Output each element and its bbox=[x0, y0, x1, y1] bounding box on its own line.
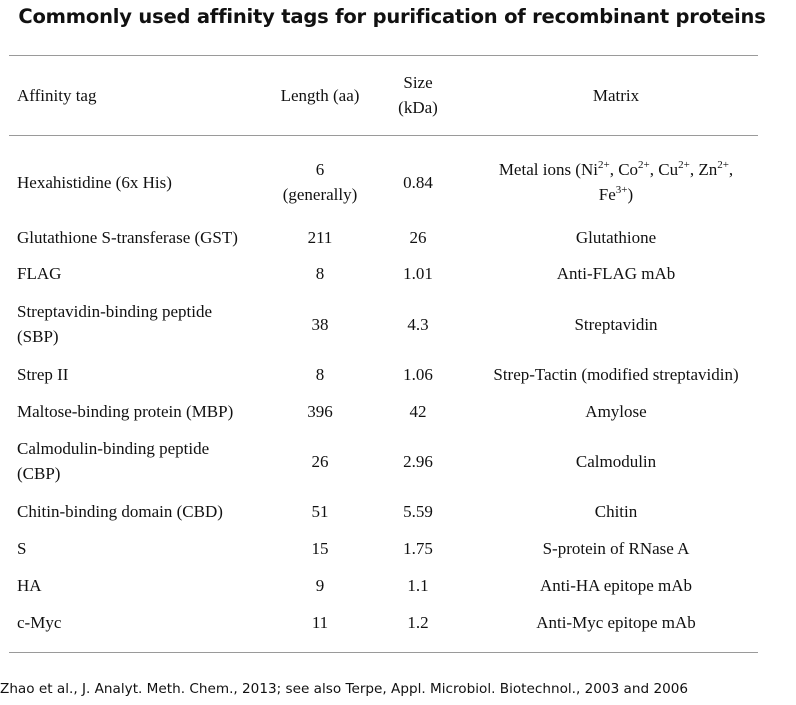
cell-size: 4.3 bbox=[407, 314, 429, 334]
cell-affinity-tag: Maltose-binding protein (MBP) bbox=[17, 402, 234, 421]
cell-matrix: Anti-FLAG mAb bbox=[556, 264, 676, 283]
matrix-superscript: 3+ bbox=[615, 184, 628, 196]
cell-affinity-tag-line1: Calmodulin-binding peptide bbox=[17, 439, 210, 458]
matrix-text: , Zn bbox=[689, 160, 718, 179]
cell-size: 1.75 bbox=[403, 539, 433, 558]
cell-affinity-tag-line2: (CBP) bbox=[17, 464, 61, 483]
cell-matrix: Streptavidin bbox=[574, 314, 658, 334]
column-header-size: Size (kDa) bbox=[378, 70, 458, 120]
cell-size: 26 bbox=[409, 228, 427, 247]
page-title: Commonly used affinity tags for purifica… bbox=[18, 5, 766, 28]
citation-footer: Zhao et al., J. Analyt. Meth. Chem., 201… bbox=[0, 681, 689, 697]
table-row: Chitin-binding domain (CBD) 51 5.59 Chit… bbox=[0, 499, 796, 524]
column-header-affinity-tag: Affinity tag bbox=[17, 86, 97, 105]
cell-length: 6 (generally) bbox=[265, 154, 375, 210]
table-row: Glutathione S-transferase (GST) 211 26 G… bbox=[0, 225, 796, 250]
matrix-text: Metal ions (Ni bbox=[498, 160, 598, 179]
cell-matrix: Anti-Myc epitope mAb bbox=[536, 613, 696, 632]
matrix-text: Fe bbox=[598, 185, 616, 204]
cell-length: 26 bbox=[311, 451, 329, 471]
cell-size: 1.06 bbox=[403, 365, 433, 384]
cell-matrix: Anti-HA epitope mAb bbox=[539, 576, 693, 595]
cell-matrix: Strep-Tactin (modified streptavidin) bbox=[493, 365, 739, 384]
table-row: c-Myc 11 1.2 Anti-Myc epitope mAb bbox=[0, 610, 796, 635]
cell-size: 1.2 bbox=[407, 613, 429, 632]
cell-matrix-line2: Fe3+) bbox=[499, 182, 733, 207]
cell-matrix-line1: Metal ions (Ni2+, Co2+, Cu2+, Zn2+, bbox=[499, 157, 733, 182]
column-header-length: Length (aa) bbox=[280, 86, 360, 105]
cell-matrix: Glutathione bbox=[575, 228, 657, 247]
table-row: Strep II 8 1.06 Strep-Tactin (modified s… bbox=[0, 362, 796, 387]
table-row: FLAG 8 1.01 Anti-FLAG mAb bbox=[0, 261, 796, 286]
cell-length-note: (generally) bbox=[282, 185, 358, 204]
cell-matrix: Chitin bbox=[594, 502, 638, 521]
matrix-text: ) bbox=[627, 185, 634, 204]
table-row: Maltose-binding protein (MBP) 396 42 Amy… bbox=[0, 399, 796, 424]
matrix-superscript: 2+ bbox=[597, 159, 610, 171]
cell-affinity-tag: Calmodulin-binding peptide (CBP) bbox=[17, 436, 267, 486]
cell-matrix: S-protein of RNase A bbox=[542, 539, 690, 558]
cell-size: 5.59 bbox=[403, 502, 433, 521]
cell-size: 2.96 bbox=[403, 451, 433, 471]
header-rule bbox=[9, 135, 758, 136]
cell-length: 38 bbox=[311, 314, 329, 334]
cell-length: 396 bbox=[307, 402, 333, 421]
cell-affinity-tag: HA bbox=[17, 576, 42, 595]
cell-length: 9 bbox=[315, 576, 325, 595]
cell-affinity-tag: S bbox=[17, 539, 27, 558]
table-row: Streptavidin-binding peptide (SBP) 38 4.… bbox=[0, 299, 796, 349]
cell-matrix: Metal ions (Ni2+, Co2+, Cu2+, Zn2+, Fe3+… bbox=[470, 154, 762, 210]
table-row: S 15 1.75 S-protein of RNase A bbox=[0, 536, 796, 561]
cell-length: 8 bbox=[315, 264, 325, 283]
cell-matrix: Calmodulin bbox=[575, 451, 657, 471]
cell-length: 8 bbox=[315, 365, 325, 384]
cell-length: 51 bbox=[311, 502, 329, 521]
cell-affinity-tag: c-Myc bbox=[17, 613, 62, 632]
matrix-text: , Cu bbox=[649, 160, 679, 179]
cell-size: 1.01 bbox=[403, 264, 433, 283]
matrix-superscript: 2+ bbox=[678, 159, 690, 171]
matrix-text: , bbox=[728, 160, 734, 179]
cell-length-value: 6 bbox=[315, 160, 325, 179]
cell-affinity-tag: FLAG bbox=[17, 264, 62, 283]
matrix-superscript: 2+ bbox=[638, 159, 650, 171]
column-header-size-line2: (kDa) bbox=[398, 98, 438, 117]
cell-affinity-tag-line2: (SBP) bbox=[17, 327, 59, 346]
cell-matrix: Amylose bbox=[585, 402, 647, 421]
cell-affinity-tag: Chitin-binding domain (CBD) bbox=[17, 502, 223, 521]
cell-length: 11 bbox=[311, 613, 329, 632]
cell-affinity-tag: Streptavidin-binding peptide (SBP) bbox=[17, 299, 267, 349]
cell-size: 0.84 bbox=[403, 172, 433, 192]
table-bottom-rule bbox=[9, 652, 758, 653]
column-header-matrix: Matrix bbox=[592, 86, 640, 105]
table-top-rule bbox=[9, 55, 758, 56]
cell-affinity-tag: Strep II bbox=[17, 365, 69, 384]
cell-size: 42 bbox=[409, 402, 427, 421]
cell-length: 15 bbox=[311, 539, 329, 558]
cell-affinity-tag-line1: Streptavidin-binding peptide bbox=[17, 302, 212, 321]
matrix-superscript: 2+ bbox=[717, 159, 729, 171]
cell-affinity-tag: Hexahistidine (6x His) bbox=[17, 172, 172, 192]
matrix-text: , Co bbox=[609, 160, 639, 179]
table-row: HA 9 1.1 Anti-HA epitope mAb bbox=[0, 573, 796, 598]
cell-length: 211 bbox=[307, 228, 333, 247]
table-row: Hexahistidine (6x His) 6 (generally) 0.8… bbox=[0, 154, 796, 210]
table-row: Calmodulin-binding peptide (CBP) 26 2.96… bbox=[0, 436, 796, 486]
cell-size: 1.1 bbox=[407, 576, 429, 595]
column-header-size-line1: Size bbox=[403, 73, 433, 92]
cell-affinity-tag: Glutathione S-transferase (GST) bbox=[17, 228, 238, 247]
